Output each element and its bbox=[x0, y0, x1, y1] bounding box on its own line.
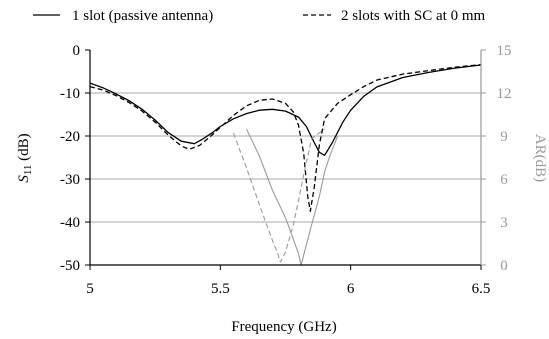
y-tick-label-4: -40 bbox=[60, 215, 80, 231]
y2-tick-label-0: 0 bbox=[500, 258, 508, 274]
x-axis-label: Frequency (GHz) bbox=[231, 319, 336, 335]
x-tick-label-0: 5 bbox=[86, 281, 94, 297]
y2-tick-label-5: 15 bbox=[497, 43, 512, 59]
x-tick-label-1: 5.5 bbox=[211, 281, 230, 297]
axes bbox=[85, 49, 486, 270]
series-line-2 bbox=[245, 128, 339, 266]
y-tick-label-3: -30 bbox=[60, 172, 80, 188]
y-axis-label-main: S bbox=[16, 175, 32, 183]
y2-tick-label-1: 3 bbox=[500, 215, 508, 231]
y2-tick-label-3: 9 bbox=[500, 129, 508, 145]
y-tick-labels: 0 -10 -20 -30 -40 -50 bbox=[60, 43, 80, 274]
series-line-0 bbox=[89, 64, 482, 156]
x-tick-label-3: 6.5 bbox=[472, 281, 491, 297]
y-tick-label-1: -10 bbox=[60, 86, 80, 102]
y2-tick-label-4: 12 bbox=[497, 86, 512, 102]
y-axis-label-unit: (dB) bbox=[16, 133, 32, 164]
y-tick-label-5: -50 bbox=[60, 258, 80, 274]
gridlines bbox=[90, 92, 481, 223]
legend-label-2: 2 slots with SC at 0 mm bbox=[341, 8, 486, 24]
legend: 1 slot (passive antenna) 2 slots with SC… bbox=[33, 8, 486, 24]
series-lines bbox=[89, 63, 482, 266]
y-axis-label-sub: 11 bbox=[22, 165, 34, 176]
y-tick-label-0: 0 bbox=[73, 43, 81, 59]
series-line-1 bbox=[89, 63, 482, 212]
x-tick-labels: 5 5.5 6 6.5 bbox=[86, 281, 490, 297]
legend-label-1: 1 slot (passive antenna) bbox=[72, 8, 213, 24]
y-tick-label-2: -20 bbox=[60, 129, 80, 145]
series-line-3 bbox=[232, 128, 325, 263]
y2-tick-labels: 0 3 6 9 12 15 bbox=[497, 43, 512, 274]
x-tick-label-2: 6 bbox=[347, 281, 355, 297]
y2-axis-label: AR(dB) bbox=[532, 134, 548, 182]
y-axis-label: S11 (dB) bbox=[16, 133, 34, 182]
y2-tick-label-2: 6 bbox=[500, 172, 508, 188]
